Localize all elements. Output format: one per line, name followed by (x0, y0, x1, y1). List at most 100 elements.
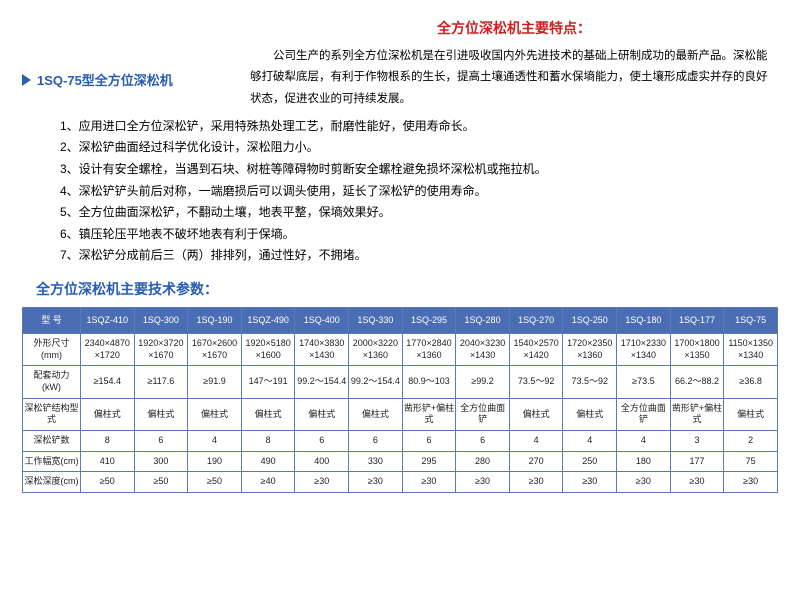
cell: 6 (295, 431, 349, 452)
feature-item: 3、设计有安全螺栓，当遇到石块、树桩等障碍物时剪断安全螺栓避免损坏深松机或拖拉机… (60, 159, 778, 181)
cell: 2340×4870×1720 (81, 333, 135, 365)
cell: 2000×3220×1360 (349, 333, 403, 365)
cell: 8 (241, 431, 295, 452)
cell: 6 (456, 431, 510, 452)
cell: 4 (188, 431, 242, 452)
cell: 偏柱式 (134, 398, 188, 430)
table-row: 外形尺寸(mm)2340×4870×17201920×3720×16701670… (23, 333, 778, 365)
cell: ≥30 (509, 472, 563, 493)
cell: ≥30 (563, 472, 617, 493)
th: 1SQ-250 (563, 307, 617, 333)
cell: 2040×3230×1430 (456, 333, 510, 365)
row-label: 外形尺寸(mm) (23, 333, 81, 365)
cell: 1700×1800×1350 (670, 333, 724, 365)
cell: ≥30 (295, 472, 349, 493)
cell: 1540×2570×1420 (509, 333, 563, 365)
cell: 偏柱式 (81, 398, 135, 430)
cell: ≥30 (724, 472, 778, 493)
th: 1SQ-280 (456, 307, 510, 333)
params-title: 全方位深松机主要技术参数： (36, 279, 778, 299)
cell: 8 (81, 431, 135, 452)
th: 1SQ-295 (402, 307, 456, 333)
cell: 偏柱式 (295, 398, 349, 430)
cell: ≥154.4 (81, 366, 135, 398)
cell: 250 (563, 451, 617, 472)
cell: ≥36.8 (724, 366, 778, 398)
cell: ≥50 (188, 472, 242, 493)
cell: 偏柱式 (724, 398, 778, 430)
main-title: 全方位深松机主要特点： (250, 18, 778, 38)
cell: 1740×3830×1430 (295, 333, 349, 365)
cell: 330 (349, 451, 403, 472)
cell: 80.9～103 (402, 366, 456, 398)
cell: ≥99.2 (456, 366, 510, 398)
table-row: 配套动力 (kW)≥154.4≥117.6≥91.9147～19199.2～15… (23, 366, 778, 398)
cell: 270 (509, 451, 563, 472)
th: 型 号 (23, 307, 81, 333)
cell: 凿形铲+偏柱式 (670, 398, 724, 430)
row-label: 深松深度(cm) (23, 472, 81, 493)
row-label: 配套动力 (kW) (23, 366, 81, 398)
triangle-icon (22, 74, 31, 86)
cell: 偏柱式 (188, 398, 242, 430)
cell: 1720×2350×1360 (563, 333, 617, 365)
cell: 偏柱式 (509, 398, 563, 430)
cell: 1710×2330×1340 (617, 333, 671, 365)
row-label: 深松铲结构型式 (23, 398, 81, 430)
th: 1SQ-300 (134, 307, 188, 333)
feature-item: 2、深松铲曲面经过科学优化设计，深松阻力小。 (60, 137, 778, 159)
cell: 1920×5180×1600 (241, 333, 295, 365)
table-row: 工作幅宽(cm)41030019049040033029528027025018… (23, 451, 778, 472)
th: 1SQZ-410 (81, 307, 135, 333)
features-list: 1、应用进口全方位深松铲，采用特殊热处理工艺，耐磨性能好，使用寿命长。 2、深松… (60, 116, 778, 267)
cell: 180 (617, 451, 671, 472)
cell: ≥30 (617, 472, 671, 493)
model-label: 1SQ-75型全方位深松机 (22, 70, 250, 89)
th: 1SQ-75 (724, 307, 778, 333)
th: 1SQ-400 (295, 307, 349, 333)
cell: 偏柱式 (563, 398, 617, 430)
model-label-text: 1SQ-75型全方位深松机 (37, 70, 173, 89)
cell: ≥40 (241, 472, 295, 493)
cell: 177 (670, 451, 724, 472)
cell: 99.2～154.4 (349, 366, 403, 398)
cell: 全方位曲面铲 (617, 398, 671, 430)
cell: 全方位曲面铲 (456, 398, 510, 430)
cell: 66.2～88.2 (670, 366, 724, 398)
cell: ≥30 (456, 472, 510, 493)
row-label: 工作幅宽(cm) (23, 451, 81, 472)
cell: 1770×2840×1360 (402, 333, 456, 365)
feature-item: 1、应用进口全方位深松铲，采用特殊热处理工艺，耐磨性能好，使用寿命长。 (60, 116, 778, 138)
cell: ≥50 (81, 472, 135, 493)
cell: 73.5～92 (509, 366, 563, 398)
cell: 1150×1350×1340 (724, 333, 778, 365)
cell: 75 (724, 451, 778, 472)
th: 1SQ-180 (617, 307, 671, 333)
params-table: 型 号 1SQZ-410 1SQ-300 1SQ-190 1SQZ-490 1S… (22, 307, 778, 493)
cell: 1920×3720×1670 (134, 333, 188, 365)
cell: 6 (402, 431, 456, 452)
cell: 300 (134, 451, 188, 472)
th: 1SQ-330 (349, 307, 403, 333)
cell: ≥91.9 (188, 366, 242, 398)
feature-item: 6、镇压轮压平地表不破坏地表有利于保墒。 (60, 224, 778, 246)
cell: 410 (81, 451, 135, 472)
th: 1SQ-177 (670, 307, 724, 333)
th: 1SQ-270 (509, 307, 563, 333)
table-row: 深松铲数8648666644432 (23, 431, 778, 452)
cell: 2 (724, 431, 778, 452)
cell: 4 (617, 431, 671, 452)
cell: 凿形铲+偏柱式 (402, 398, 456, 430)
cell: ≥30 (402, 472, 456, 493)
cell: 400 (295, 451, 349, 472)
cell: 190 (188, 451, 242, 472)
cell: ≥50 (134, 472, 188, 493)
cell: 偏柱式 (241, 398, 295, 430)
cell: ≥30 (349, 472, 403, 493)
cell: 4 (509, 431, 563, 452)
cell: 99.2～154.4 (295, 366, 349, 398)
cell: ≥117.6 (134, 366, 188, 398)
table-header-row: 型 号 1SQZ-410 1SQ-300 1SQ-190 1SQZ-490 1S… (23, 307, 778, 333)
th: 1SQ-190 (188, 307, 242, 333)
cell: ≥73.5 (617, 366, 671, 398)
